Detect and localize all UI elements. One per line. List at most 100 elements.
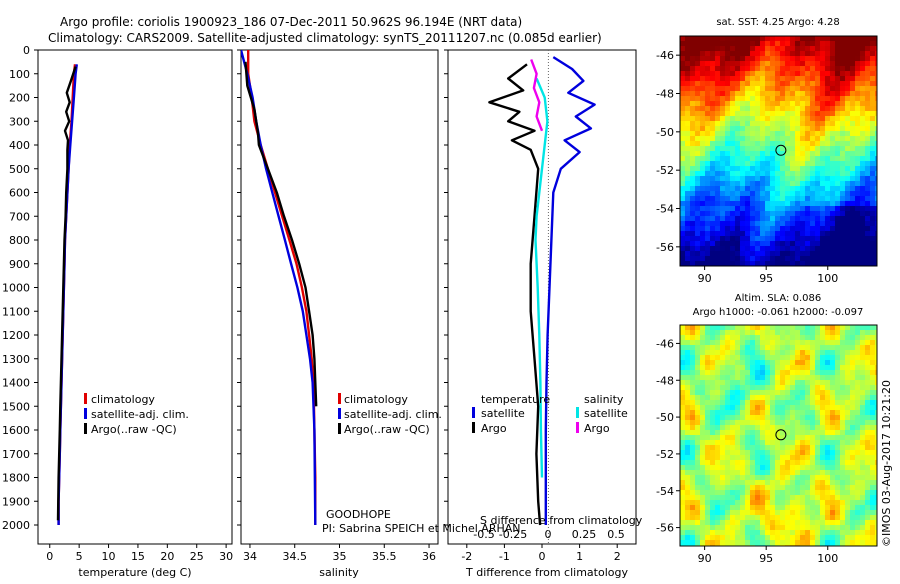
- heatmap-cell: [875, 425, 877, 431]
- heatmap-cell: [785, 415, 791, 421]
- heatmap-cell: [720, 385, 726, 391]
- heatmap-cell: [685, 335, 691, 341]
- heatmap-cell: [840, 370, 846, 376]
- heatmap-cell: [715, 251, 721, 257]
- heatmap-cell: [805, 66, 811, 72]
- heatmap-cell: [685, 500, 691, 506]
- heatmap-cell: [735, 540, 741, 546]
- heatmap-cell: [785, 161, 791, 167]
- heatmap-cell: [770, 206, 776, 212]
- heatmap-cell: [865, 445, 871, 451]
- heatmap-cell: [835, 211, 841, 217]
- heatmap-cell: [810, 186, 816, 192]
- heatmap-cell: [850, 111, 856, 117]
- heatmap-cell: [870, 56, 876, 62]
- heatmap-cell: [700, 370, 706, 376]
- heatmap-cell: [790, 365, 796, 371]
- heatmap-cell: [745, 410, 751, 416]
- heatmap-cell: [700, 490, 706, 496]
- heatmap-cell: [750, 221, 756, 227]
- x-tick-label: 10: [102, 550, 116, 563]
- heatmap-cell: [755, 246, 761, 252]
- heatmap-cell: [730, 86, 736, 92]
- heatmap-cell: [835, 246, 841, 252]
- heatmap-cell: [850, 261, 856, 266]
- heatmap-cell: [770, 445, 776, 451]
- heatmap-cell: [700, 465, 706, 471]
- heatmap-cell: [755, 36, 761, 42]
- heatmap-cell: [700, 256, 706, 262]
- temperature-x-axis: 0 5 10 15 20 25 30: [46, 544, 233, 563]
- heatmap-cell: [715, 76, 721, 82]
- heatmap-cell: [865, 41, 871, 47]
- heatmap-cell: [875, 335, 877, 341]
- heatmap-cell: [755, 181, 761, 187]
- heatmap-cell: [685, 455, 691, 461]
- heatmap-cell: [785, 51, 791, 57]
- heatmap-cell: [695, 91, 701, 97]
- heatmap-cell: [710, 171, 716, 177]
- heatmap-cell: [685, 201, 691, 207]
- heatmap-cell: [725, 530, 731, 536]
- heatmap-cell: [870, 201, 876, 207]
- heatmap-cell: [725, 440, 731, 446]
- heatmap-cell: [785, 196, 791, 202]
- heatmap-cell: [810, 116, 816, 122]
- heatmap-cell: [850, 445, 856, 451]
- heatmap-cell: [765, 91, 771, 97]
- heatmap-cell: [810, 405, 816, 411]
- heatmap-cell: [720, 335, 726, 341]
- heatmap-cell: [715, 136, 721, 142]
- heatmap-cell: [750, 176, 756, 182]
- heatmap-cell: [705, 166, 711, 172]
- heatmap-cell: [760, 340, 766, 346]
- heatmap-cell: [680, 350, 686, 356]
- heatmap-cell: [715, 460, 721, 466]
- heatmap-cell: [855, 211, 861, 217]
- heatmap-cell: [715, 355, 721, 361]
- heatmap-cell: [720, 415, 726, 421]
- heatmap-cell: [805, 131, 811, 137]
- heatmap-cell: [805, 221, 811, 227]
- heatmap-cell: [860, 81, 866, 87]
- heatmap-cell: [750, 106, 756, 112]
- heatmap-cell: [785, 335, 791, 341]
- heatmap-cell: [805, 335, 811, 341]
- heatmap-cell: [870, 121, 876, 127]
- heatmap-cell: [790, 86, 796, 92]
- heatmap-cell: [835, 196, 841, 202]
- heatmap-cell: [710, 350, 716, 356]
- heatmap-cell: [855, 241, 861, 247]
- heatmap-cell: [875, 525, 877, 531]
- heatmap-cell: [795, 196, 801, 202]
- heatmap-cell: [735, 166, 741, 172]
- heatmap-cell: [800, 221, 806, 227]
- heatmap-cell: [790, 495, 796, 501]
- heatmap-cell: [795, 146, 801, 152]
- heatmap-cell: [750, 520, 756, 526]
- heatmap-cell: [760, 241, 766, 247]
- heatmap-cell: [785, 460, 791, 466]
- heatmap-cell: [680, 161, 686, 167]
- heatmap-cell: [780, 340, 786, 346]
- heatmap-cell: [695, 450, 701, 456]
- heatmap-cell: [805, 510, 811, 516]
- heatmap-cell: [715, 325, 721, 331]
- heatmap-cell: [840, 236, 846, 242]
- heatmap-cell: [820, 231, 826, 237]
- heatmap-cell: [765, 186, 771, 192]
- heatmap-cell: [800, 345, 806, 351]
- heatmap-cell: [755, 81, 761, 87]
- heatmap-cell: [830, 231, 836, 237]
- heatmap-cell: [750, 395, 756, 401]
- heatmap-cell: [710, 166, 716, 172]
- heatmap-cell: [860, 490, 866, 496]
- heatmap-cell: [710, 510, 716, 516]
- heatmap-cell: [840, 385, 846, 391]
- heatmap-cell: [695, 136, 701, 142]
- heatmap-cell: [715, 61, 721, 67]
- heatmap-cell: [680, 176, 686, 182]
- heatmap-cell: [715, 221, 721, 227]
- heatmap-cell: [680, 355, 686, 361]
- heatmap-cell: [755, 121, 761, 127]
